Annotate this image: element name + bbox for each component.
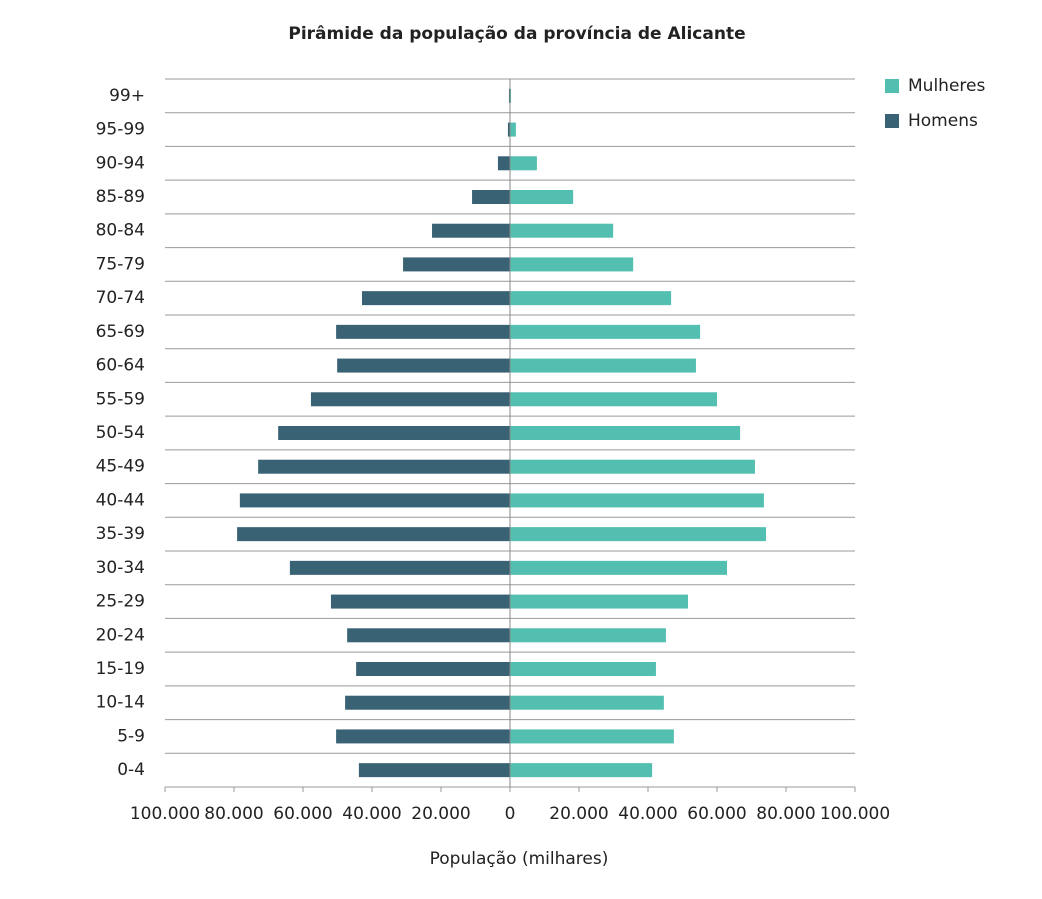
- y-tick-label: 15-19: [96, 659, 145, 679]
- y-tick-label: 35-39: [96, 524, 145, 544]
- bar: [510, 190, 574, 204]
- y-tick-label: 75-79: [96, 254, 145, 274]
- bar: [510, 527, 766, 542]
- bar: [510, 122, 516, 137]
- x-tick-label: 80.000: [756, 804, 815, 824]
- bar: [336, 729, 510, 744]
- y-tick-label: 55-59: [96, 389, 145, 409]
- bar: [507, 122, 510, 137]
- bar: [345, 695, 510, 710]
- bar: [510, 257, 634, 272]
- y-tick-label: 80-84: [96, 221, 145, 241]
- bar: [337, 358, 510, 373]
- bar: [510, 493, 764, 508]
- y-tick-label: 30-34: [96, 558, 145, 578]
- bar: [347, 628, 510, 643]
- x-tick-label: 20.000: [411, 804, 470, 824]
- y-tick-label: 95-99: [96, 120, 145, 140]
- legend-label: Mulheres: [908, 76, 985, 96]
- bar: [239, 493, 511, 508]
- bar: [510, 223, 614, 238]
- bar: [510, 324, 701, 339]
- bar: [336, 324, 510, 339]
- bar: [510, 426, 741, 440]
- y-tick-label: 10-14: [96, 693, 145, 713]
- bar: [510, 88, 512, 103]
- bar: [510, 560, 728, 575]
- bar: [510, 358, 696, 373]
- bar: [510, 729, 674, 744]
- x-tick-label: 100.000: [820, 804, 890, 824]
- bar: [237, 527, 511, 542]
- y-tick-label: 60-64: [96, 356, 145, 376]
- bar: [510, 291, 672, 306]
- bar: [361, 291, 510, 306]
- x-axis-label: População (milhares): [430, 849, 609, 869]
- y-tick-label: 50-54: [96, 423, 145, 443]
- bar: [510, 156, 537, 171]
- legend-label: Homens: [908, 111, 978, 131]
- bar: [358, 763, 510, 778]
- bar: [432, 223, 510, 238]
- x-tick-label: 60.000: [687, 804, 746, 824]
- y-tick-label: 25-29: [96, 592, 145, 612]
- bar: [472, 190, 510, 204]
- bar: [497, 156, 510, 171]
- y-tick-label: 65-69: [96, 322, 145, 342]
- y-tick-label: 40-44: [96, 490, 145, 510]
- bar: [289, 560, 510, 575]
- y-tick-label: 0-4: [117, 760, 145, 780]
- bar: [510, 459, 755, 474]
- x-tick-label: 80.000: [204, 804, 263, 824]
- y-tick-label: 45-49: [96, 457, 145, 477]
- bar: [258, 459, 510, 474]
- x-tick-label: 0: [505, 804, 516, 824]
- y-tick-label: 85-89: [96, 187, 145, 207]
- x-tick-label: 40.000: [618, 804, 677, 824]
- bar: [510, 695, 664, 710]
- legend-swatch: [885, 79, 899, 93]
- y-tick-label: 70-74: [96, 288, 145, 308]
- y-tick-label: 20-24: [96, 625, 145, 645]
- x-tick-label: 40.000: [342, 804, 401, 824]
- x-tick-label: 60.000: [273, 804, 332, 824]
- bar: [510, 392, 717, 407]
- bar: [356, 662, 510, 676]
- bar: [510, 662, 656, 676]
- bar: [278, 426, 510, 440]
- bar: [403, 257, 510, 272]
- y-tick-label: 5-9: [117, 726, 145, 746]
- x-tick-label: 100.000: [130, 804, 200, 824]
- chart-title: Pirâmide da população da província de Al…: [288, 24, 745, 44]
- bar: [510, 763, 653, 778]
- bar: [510, 594, 689, 609]
- legend-swatch: [885, 114, 899, 128]
- bar: [310, 392, 510, 407]
- y-tick-label: 90-94: [96, 153, 145, 173]
- y-tick-label: 99+: [109, 86, 145, 106]
- bar: [330, 594, 510, 609]
- x-tick-label: 20.000: [549, 804, 608, 824]
- bar: [508, 88, 510, 103]
- bar: [510, 628, 666, 643]
